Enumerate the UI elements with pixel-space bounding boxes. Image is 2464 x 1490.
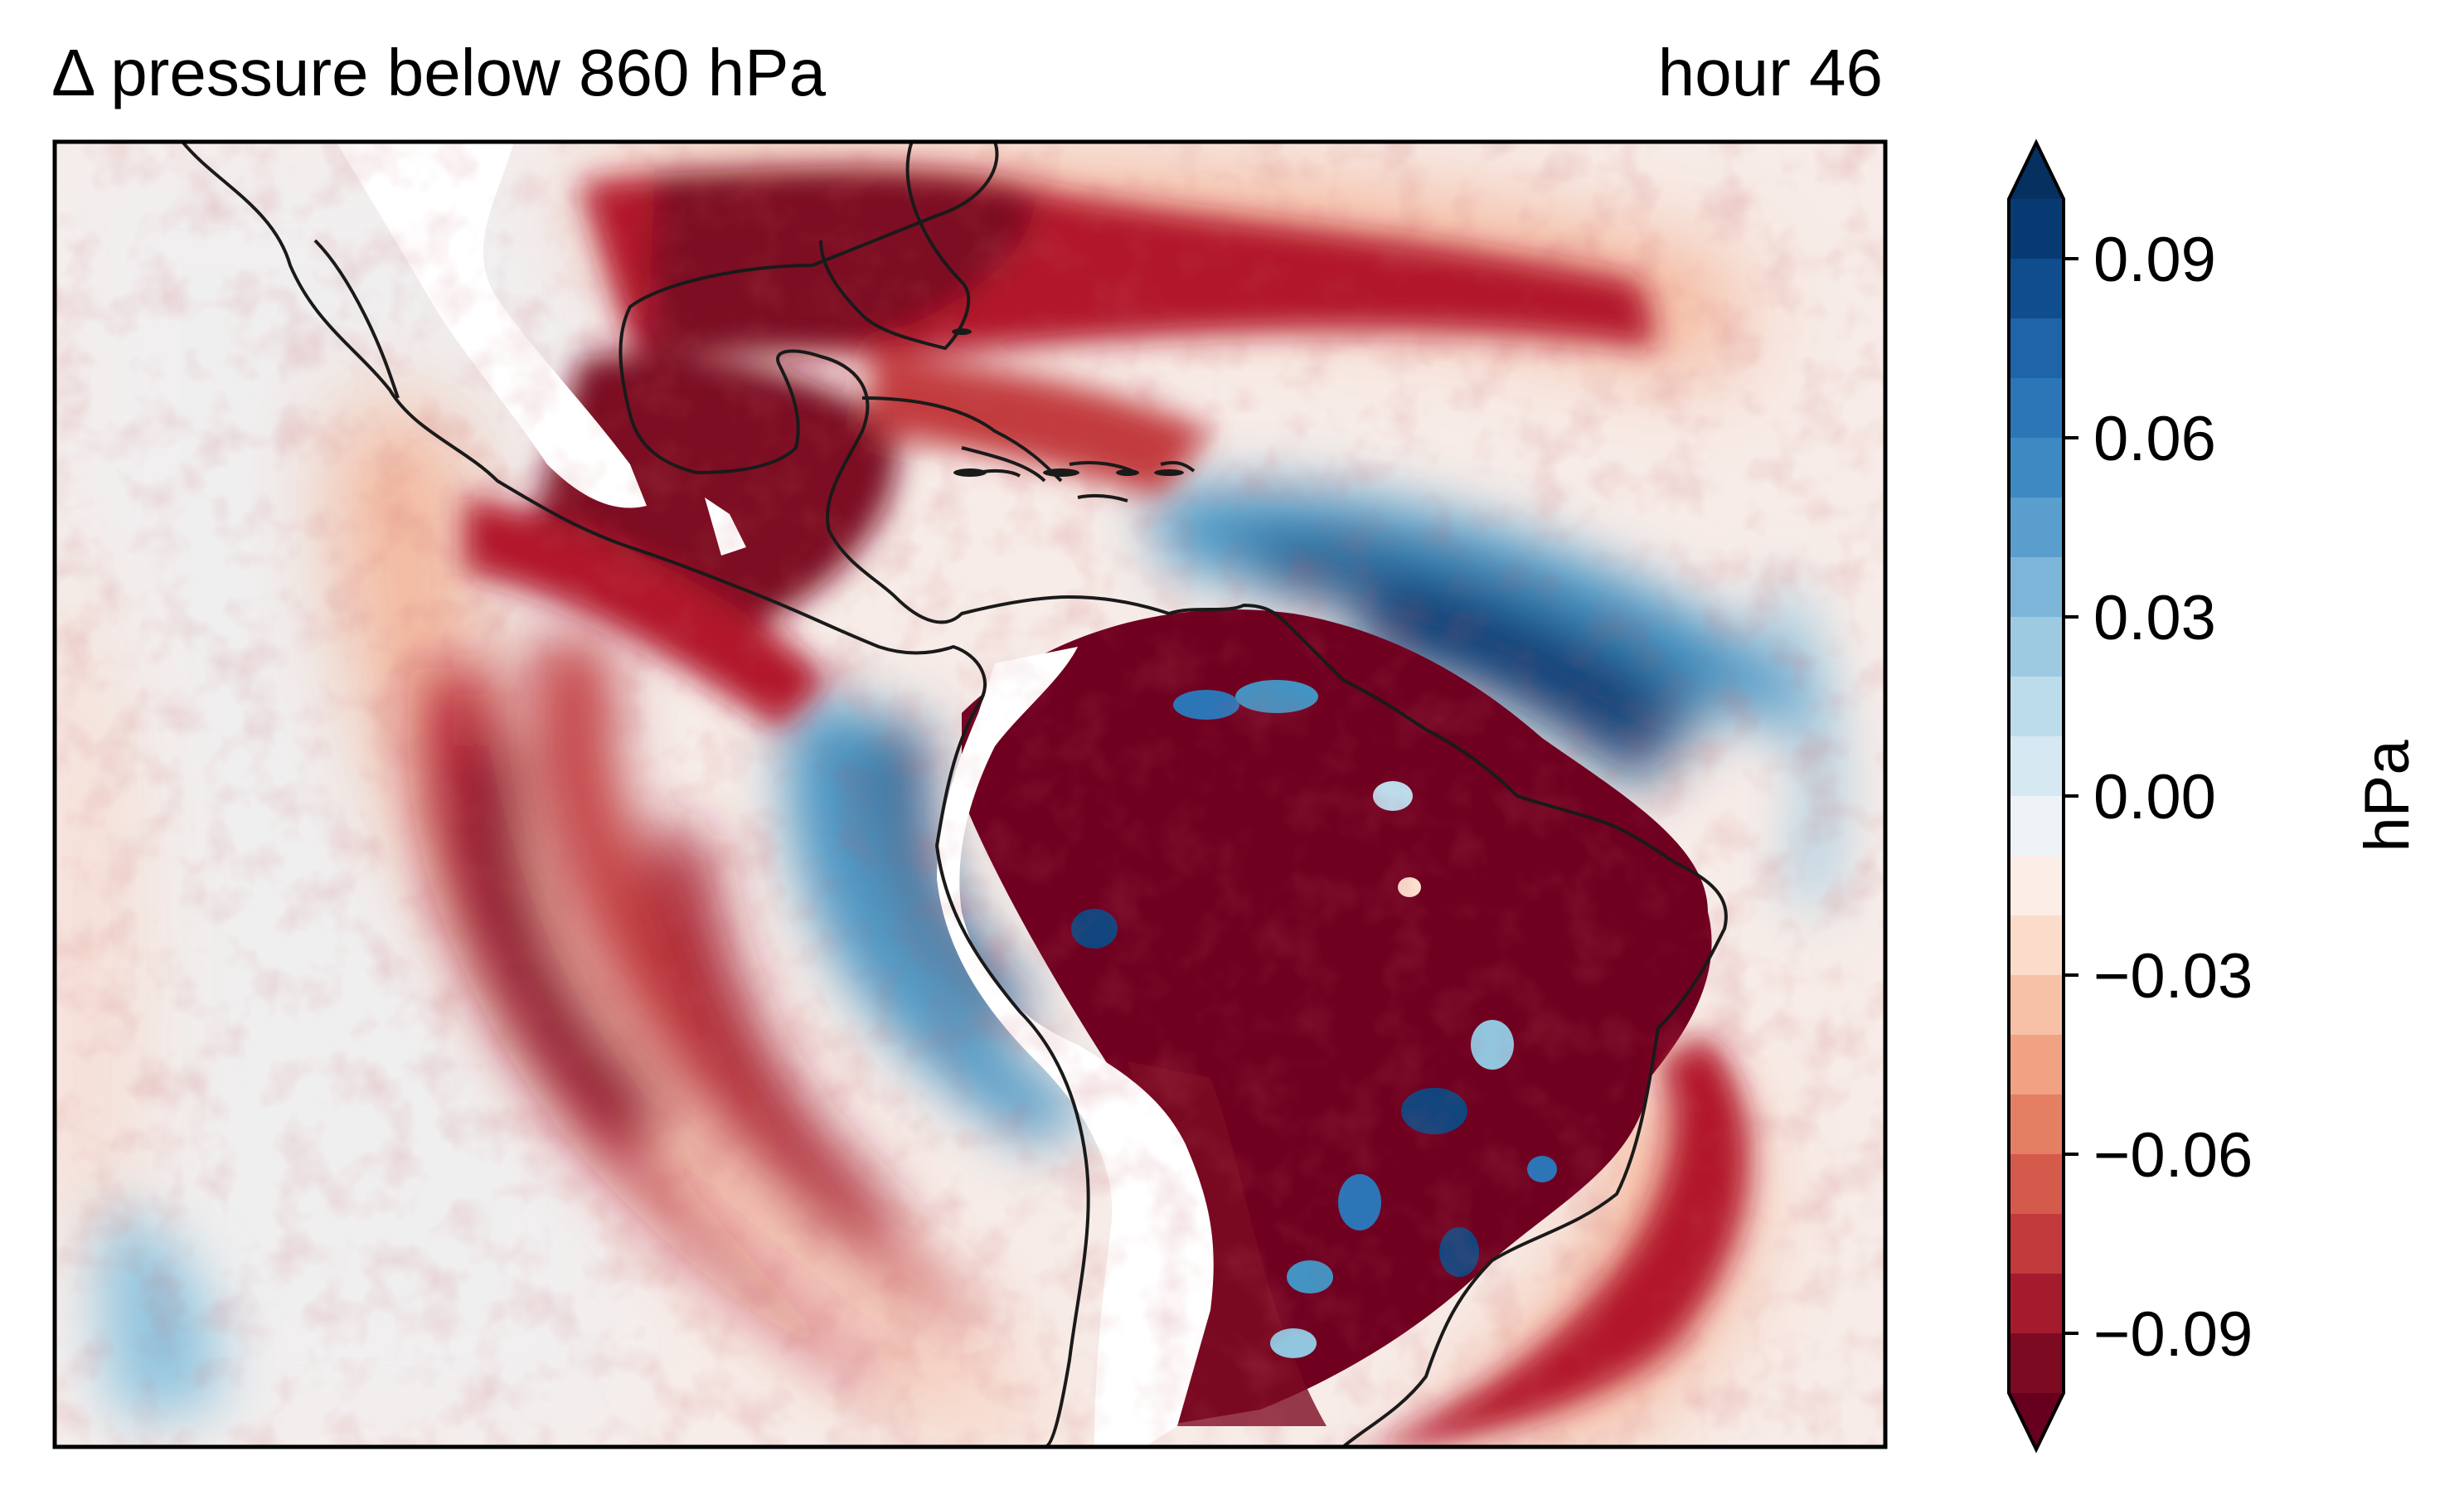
colorbar: 0.09 0.06 0.03 0.00 −0.03 −0.06 −0.09 hPa	[2007, 138, 2423, 1454]
colorbar-segment	[2009, 1274, 2064, 1334]
colorbar-segment	[2009, 497, 2064, 558]
map-field	[55, 142, 1885, 1447]
colorbar-segment	[2009, 1214, 2064, 1274]
colorbar-tick-label: −0.03	[2093, 941, 2253, 1012]
colorbar-tick-label: 0.06	[2093, 404, 2216, 474]
colorbar-segment	[2009, 318, 2064, 379]
caribbean-islands	[952, 328, 1184, 477]
colorbar-extend-bottom	[2009, 1393, 2064, 1449]
map-frame	[52, 139, 1888, 1449]
colorbar-segment	[2009, 677, 2064, 737]
colorbar-segment	[2009, 1333, 2064, 1394]
colorbar-tick-label: 0.03	[2093, 583, 2216, 653]
plot-title-right: hour 46	[1657, 36, 1883, 109]
colorbar-segment	[2009, 975, 2064, 1036]
colorbar-tick-label: 0.09	[2093, 225, 2216, 295]
coastlines	[181, 142, 1728, 1447]
colorbar-segment	[2009, 259, 2064, 319]
colorbar-tick-label: −0.06	[2093, 1120, 2253, 1191]
colorbar-unit-label: hPa	[2352, 740, 2423, 852]
colorbar-segment	[2009, 557, 2064, 618]
plot-title-left: Δ pressure below 860 hPa	[51, 36, 827, 109]
colorbar-segment	[2009, 438, 2064, 498]
colorbar-segment	[2009, 1154, 2064, 1215]
colorbar-segment	[2009, 915, 2064, 976]
colorbar-segment	[2009, 378, 2064, 439]
colorbar-segment	[2009, 617, 2064, 677]
colorbar-extend-top	[2009, 143, 2064, 199]
colorbar-tick-label: 0.00	[2093, 762, 2216, 832]
colorbar-segment	[2009, 796, 2064, 857]
colorbar-tick-label: −0.09	[2093, 1299, 2253, 1370]
colorbar-segment	[2009, 1094, 2064, 1155]
colorbar-segment	[2009, 199, 2064, 260]
colorbar-segment	[2009, 856, 2064, 916]
colorbar-outline	[2007, 138, 2065, 1454]
colorbar-segment	[2009, 1035, 2064, 1095]
colorbar-segment	[2009, 736, 2064, 797]
